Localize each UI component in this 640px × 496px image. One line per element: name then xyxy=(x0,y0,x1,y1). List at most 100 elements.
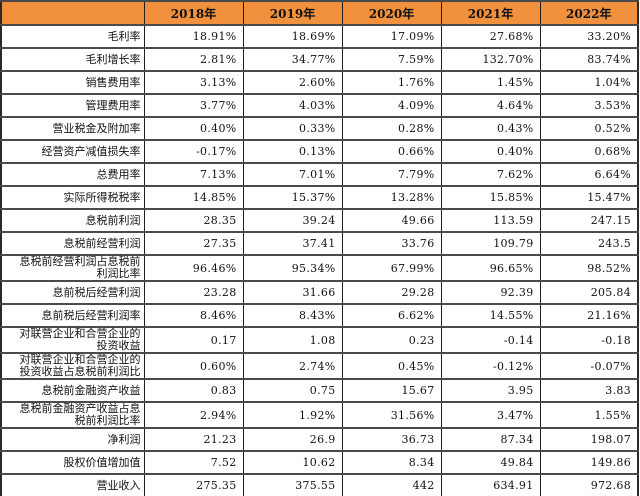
table-row: 营业税金及附加率 0.40% 0.33% 0.28% 0.43% 0.52% xyxy=(0,116,639,141)
table-row: 息前税后经营利润 23.28 31.66 29.28 92.39 205.84 xyxy=(0,280,639,305)
value-cell: 0.75 xyxy=(242,378,343,403)
table-row: 息前税后经营利润率 8.46% 8.43% 6.62% 14.55% 21.16% xyxy=(0,303,639,328)
value-cell: 27.35 xyxy=(143,231,244,256)
table-row: 净利润 21.23 26.9 36.73 87.34 198.07 xyxy=(0,427,639,452)
value-cell: 2.74% xyxy=(242,352,343,380)
value-cell: 6.62% xyxy=(341,303,442,328)
value-cell: 31.56% xyxy=(341,401,442,429)
value-cell: 36.73 xyxy=(341,427,442,452)
value-cell: 83.74% xyxy=(539,47,639,72)
row-label-cell: 总费用率 xyxy=(0,162,145,187)
value-cell: 0.40% xyxy=(143,116,244,141)
value-cell: 92.39 xyxy=(440,280,541,305)
row-label-cell: 经营资产减值损失率 xyxy=(0,139,145,164)
value-cell: 14.55% xyxy=(440,303,541,328)
value-cell: 247.15 xyxy=(539,208,639,233)
value-cell: 8.43% xyxy=(242,303,343,328)
value-cell: 10.62 xyxy=(242,450,343,475)
value-cell: 0.68% xyxy=(539,139,639,164)
value-cell: 0.43% xyxy=(440,116,541,141)
table-row: 对联营企业和合营企业的 投资收益占息税前利润比 0.60% 2.74% 0.45% -0… xyxy=(0,352,639,380)
value-cell: 2.94% xyxy=(143,401,244,429)
year-header-5: 2022年 xyxy=(539,0,639,26)
value-cell: 18.91% xyxy=(143,24,244,49)
value-cell: 7.01% xyxy=(242,162,343,187)
value-cell: -0.12% xyxy=(440,352,541,380)
value-cell: 33.76 xyxy=(341,231,442,256)
value-cell: 0.28% xyxy=(341,116,442,141)
value-cell: 15.67 xyxy=(341,378,442,403)
value-cell: 14.85% xyxy=(143,185,244,210)
value-cell: 2.60% xyxy=(242,70,343,95)
value-cell: 27.68% xyxy=(440,24,541,49)
value-cell: 3.53% xyxy=(539,93,639,118)
value-cell: 3.77% xyxy=(143,93,244,118)
value-cell: 8.34 xyxy=(341,450,442,475)
value-cell: 0.83 xyxy=(143,378,244,403)
year-header-2: 2019年 xyxy=(242,0,343,26)
table-row: 销售费用率 3.13% 2.60% 1.76% 1.45% 1.04% xyxy=(0,70,639,95)
corner-cell xyxy=(0,0,145,26)
table-row: 毛利率 18.91% 18.69% 17.09% 27.68% 33.20% xyxy=(0,24,639,49)
row-label-cell: 营业税金及附加率 xyxy=(0,116,145,141)
row-label-cell: 息税前利润 xyxy=(0,208,145,233)
value-cell: 7.59% xyxy=(341,47,442,72)
row-label-cell: 息税前经营利润占息税前 利润比率 xyxy=(0,254,145,282)
value-cell: 0.33% xyxy=(242,116,343,141)
value-cell: 37.41 xyxy=(242,231,343,256)
value-cell: 198.07 xyxy=(539,427,639,452)
value-cell: 15.47% xyxy=(539,185,639,210)
value-cell: 109.79 xyxy=(440,231,541,256)
value-cell: -0.07% xyxy=(539,352,639,380)
value-cell: 7.62% xyxy=(440,162,541,187)
table-row: 股权价值增加值 7.52 10.62 8.34 49.84 149.86 xyxy=(0,450,639,475)
value-cell: 275.35 xyxy=(143,473,244,496)
value-cell: 205.84 xyxy=(539,280,639,305)
value-cell: 39.24 xyxy=(242,208,343,233)
value-cell: 15.37% xyxy=(242,185,343,210)
value-cell: 21.23 xyxy=(143,427,244,452)
value-cell: 1.04% xyxy=(539,70,639,95)
value-cell: 1.76% xyxy=(341,70,442,95)
row-label-cell: 管理费用率 xyxy=(0,93,145,118)
row-label-cell: 净利润 xyxy=(0,427,145,452)
value-cell: 375.55 xyxy=(242,473,343,496)
value-cell: 23.28 xyxy=(143,280,244,305)
value-cell: 113.59 xyxy=(440,208,541,233)
year-header-4: 2021年 xyxy=(440,0,541,26)
value-cell: 21.16% xyxy=(539,303,639,328)
value-cell: 15.85% xyxy=(440,185,541,210)
value-cell: 0.45% xyxy=(341,352,442,380)
value-cell: 98.52% xyxy=(539,254,639,282)
row-label-cell: 息税前经营利润 xyxy=(0,231,145,256)
value-cell: -0.14 xyxy=(440,326,541,354)
value-cell: 26.9 xyxy=(242,427,343,452)
value-cell: 0.13% xyxy=(242,139,343,164)
value-cell: 7.52 xyxy=(143,450,244,475)
value-cell: 96.65% xyxy=(440,254,541,282)
year-header-1: 2018年 xyxy=(143,0,244,26)
value-cell: 0.66% xyxy=(341,139,442,164)
row-label-cell: 营业收入 xyxy=(0,473,145,496)
table-row: 总费用率 7.13% 7.01% 7.79% 7.62% 6.64% xyxy=(0,162,639,187)
value-cell: 3.83 xyxy=(539,378,639,403)
value-cell: 0.52% xyxy=(539,116,639,141)
value-cell: 49.66 xyxy=(341,208,442,233)
table-row: 息税前经营利润 27.35 37.41 33.76 109.79 243.5 xyxy=(0,231,639,256)
table-row: 息税前金融资产收益 0.83 0.75 15.67 3.95 3.83 xyxy=(0,378,639,403)
value-cell: 243.5 xyxy=(539,231,639,256)
value-cell: 7.79% xyxy=(341,162,442,187)
value-cell: 1.55% xyxy=(539,401,639,429)
value-cell: 1.92% xyxy=(242,401,343,429)
table-row: 经营资产减值损失率 -0.17% 0.13% 0.66% 0.40% 0.68% xyxy=(0,139,639,164)
table-row: 管理费用率 3.77% 4.03% 4.09% 4.64% 3.53% xyxy=(0,93,639,118)
value-cell: -0.17% xyxy=(143,139,244,164)
row-label-cell: 息税前金融资产收益 xyxy=(0,378,145,403)
value-cell: 2.81% xyxy=(143,47,244,72)
value-cell: 0.60% xyxy=(143,352,244,380)
table-row: 对联营企业和合营企业的 投资收益 0.17 1.08 0.23 -0.14 -0.18 xyxy=(0,326,639,354)
value-cell: 6.64% xyxy=(539,162,639,187)
value-cell: 4.64% xyxy=(440,93,541,118)
table-row: 息税前利润 28.35 39.24 49.66 113.59 247.15 xyxy=(0,208,639,233)
